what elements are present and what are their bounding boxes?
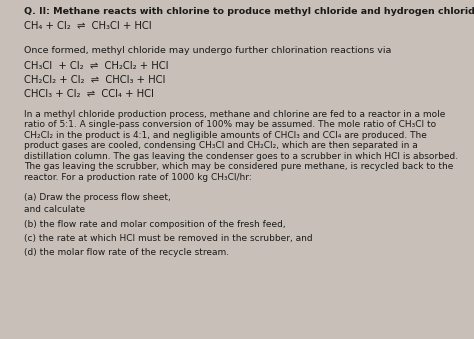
Text: Q. II: Methane reacts with chlorine to produce methyl chloride and hydrogen chlo: Q. II: Methane reacts with chlorine to p… bbox=[24, 7, 474, 17]
Text: ratio of 5:1. A single-pass conversion of 100% may be assumed. The mole ratio of: ratio of 5:1. A single-pass conversion o… bbox=[24, 120, 436, 129]
Text: (c) the rate at which HCl must be removed in the scrubber, and: (c) the rate at which HCl must be remove… bbox=[24, 234, 312, 243]
Text: and calculate: and calculate bbox=[24, 205, 85, 214]
Text: Once formed, methyl chloride may undergo further chlorination reactions via: Once formed, methyl chloride may undergo… bbox=[24, 46, 391, 55]
Text: CH₂Cl₂ in the product is 4:1, and negligible amounts of CHCl₃ and CCl₄ are produ: CH₂Cl₂ in the product is 4:1, and neglig… bbox=[24, 131, 427, 140]
Text: distillation column. The gas leaving the condenser goes to a scrubber in which H: distillation column. The gas leaving the… bbox=[24, 152, 458, 161]
Text: In a methyl chloride production process, methane and chlorine are fed to a react: In a methyl chloride production process,… bbox=[24, 110, 445, 119]
Text: CH₄ + Cl₂  ⇌  CH₃Cl + HCl: CH₄ + Cl₂ ⇌ CH₃Cl + HCl bbox=[24, 21, 151, 31]
Text: (b) the flow rate and molar composition of the fresh feed,: (b) the flow rate and molar composition … bbox=[24, 220, 285, 230]
Text: (d) the molar flow rate of the recycle stream.: (d) the molar flow rate of the recycle s… bbox=[24, 248, 229, 257]
Text: CH₃Cl  + Cl₂  ⇌  CH₂Cl₂ + HCl: CH₃Cl + Cl₂ ⇌ CH₂Cl₂ + HCl bbox=[24, 61, 168, 71]
Text: product gases are cooled, condensing CH₃Cl and CH₂Cl₂, which are then separated : product gases are cooled, condensing CH₃… bbox=[24, 141, 418, 151]
Text: CH₂Cl₂ + Cl₂  ⇌  CHCl₃ + HCl: CH₂Cl₂ + Cl₂ ⇌ CHCl₃ + HCl bbox=[24, 75, 165, 85]
Text: (a) Draw the process flow sheet,: (a) Draw the process flow sheet, bbox=[24, 193, 171, 202]
Text: reactor. For a production rate of 1000 kg CH₃Cl/hr:: reactor. For a production rate of 1000 k… bbox=[24, 173, 251, 182]
Text: CHCl₃ + Cl₂  ⇌  CCl₄ + HCl: CHCl₃ + Cl₂ ⇌ CCl₄ + HCl bbox=[24, 89, 154, 99]
Text: The gas leaving the scrubber, which may be considered pure methane, is recycled : The gas leaving the scrubber, which may … bbox=[24, 162, 453, 172]
